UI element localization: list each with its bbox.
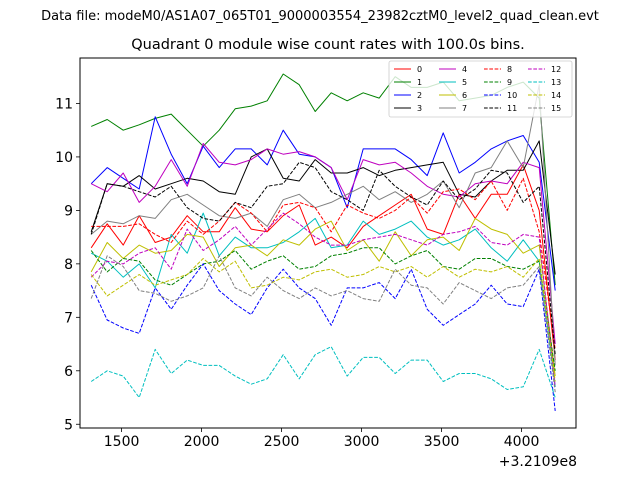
legend-box (388, 60, 573, 118)
series-line-4 (90, 143, 556, 345)
x-tick-label: 1500 (104, 434, 140, 450)
series-line-10 (90, 263, 556, 411)
x-tick-label: 2500 (264, 434, 300, 450)
y-tick-label: 9 (64, 203, 73, 219)
data-file-subtitle: Data file: modeM0/AS1A07_065T01_90000035… (41, 9, 599, 24)
series-line-5 (90, 212, 556, 387)
series-line-11 (90, 161, 556, 355)
series-line-14 (90, 258, 556, 382)
legend-label-1: 1 (417, 78, 422, 87)
legend-label-14: 14 (551, 91, 561, 100)
x-axis-offset-label: +3.2109e8 (499, 454, 577, 470)
series-line-6 (90, 217, 556, 377)
x-tick-label: 2000 (184, 434, 220, 450)
chart-title: Quadrant 0 module wise count rates with … (131, 37, 525, 53)
legend-label-8: 8 (507, 65, 512, 74)
y-tick-label: 8 (64, 257, 73, 273)
series-line-8 (91, 177, 556, 350)
y-tick-label: 7 (64, 310, 73, 326)
x-tick-label: 4000 (504, 434, 540, 450)
y-tick-label: 10 (55, 150, 73, 166)
legend-label-15: 15 (551, 104, 561, 113)
y-tick-label: 11 (55, 96, 73, 112)
legend-label-7: 7 (462, 104, 467, 113)
series-line-9 (90, 247, 556, 371)
legend-label-13: 13 (551, 78, 561, 87)
legend-label-6: 6 (462, 91, 467, 100)
legend-label-4: 4 (462, 65, 467, 74)
legend-label-3: 3 (417, 104, 422, 113)
y-tick-label: 5 (64, 417, 73, 433)
series-line-13 (90, 346, 556, 398)
legend-label-0: 0 (417, 65, 422, 74)
legend-label-5: 5 (462, 78, 467, 87)
legend-label-12: 12 (551, 65, 561, 74)
series-line-12 (90, 212, 556, 387)
plot-frame (79, 57, 577, 429)
legend-label-2: 2 (417, 91, 422, 100)
legend-label-10: 10 (507, 91, 517, 100)
legend-label-9: 9 (507, 78, 512, 87)
series-line-7 (90, 84, 556, 366)
legend-label-11: 11 (507, 104, 517, 113)
series-line-15 (90, 255, 556, 393)
y-tick-label: 6 (64, 364, 73, 380)
x-tick-label: 3000 (344, 434, 380, 450)
x-tick-label: 3500 (424, 434, 460, 450)
series-line-3 (90, 140, 556, 275)
